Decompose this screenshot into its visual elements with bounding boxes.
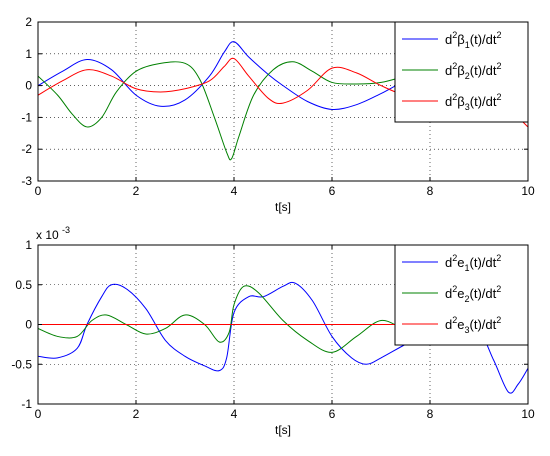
- y-tick-label: 2: [25, 15, 32, 29]
- x-tick-label: 4: [231, 407, 238, 421]
- legend-entry-3: d2e3(t)/dt2: [445, 315, 501, 335]
- legend-entry-2: d2β2(t)/dt2: [445, 61, 502, 81]
- x-tick-label: 2: [133, 184, 140, 198]
- x-tick-label: 0: [35, 184, 42, 198]
- y-tick-label: 1: [25, 238, 32, 252]
- x-axis-label: t[s]: [275, 200, 291, 214]
- x-tick-label: 8: [427, 407, 434, 421]
- legend-entry-1: d2e1(t)/dt2: [445, 253, 501, 273]
- legend: d2e1(t)/dt2 d2e2(t)/dt2 d2e3(t)/dt2: [394, 244, 529, 346]
- y-tick-label: -0.5: [11, 357, 32, 371]
- y-tick-label: 0.5: [15, 278, 32, 292]
- top-subplot: 0 2 4 6 8 10 -3 -2 -1 0 1 2 t[s] d2β1(t)/dt2 d2β2(t)/d…: [21, 15, 535, 214]
- legend-entry-2: d2e2(t)/dt2: [445, 284, 501, 304]
- legend-entry-3: d2β3(t)/dt2: [445, 92, 502, 112]
- y-tick-label: 1: [25, 47, 32, 61]
- x-axis-label: t[s]: [275, 423, 291, 437]
- x-tick-label: 2: [133, 407, 140, 421]
- y-tick-label: -1: [21, 110, 32, 124]
- legend-entry-1: d2β1(t)/dt2: [445, 30, 502, 50]
- y-tick-label: -1: [21, 397, 32, 411]
- x-tick-label: 10: [521, 407, 535, 421]
- x-tick-label: 6: [329, 184, 336, 198]
- y-tick-label: -2: [21, 142, 32, 156]
- x-tick-label: 10: [521, 184, 535, 198]
- legend: d2β1(t)/dt2 d2β2(t)/dt2 d2β3(t)/dt2: [394, 21, 529, 123]
- x-tick-label: 0: [35, 407, 42, 421]
- y-tick-label: 0: [25, 79, 32, 93]
- y-axis-exponent: x 10 -3: [36, 225, 70, 242]
- x-tick-label: 8: [427, 184, 434, 198]
- x-tick-label: 6: [329, 407, 336, 421]
- x-tick-label: 4: [231, 184, 238, 198]
- y-tick-label: 0: [25, 318, 32, 332]
- bottom-subplot: 0 2 4 6 8 10 -1 -0.5 0 0.5 1 t[s] x 10 -3 d2e1(t)/dt2…: [11, 225, 535, 437]
- y-tick-label: -3: [21, 174, 32, 188]
